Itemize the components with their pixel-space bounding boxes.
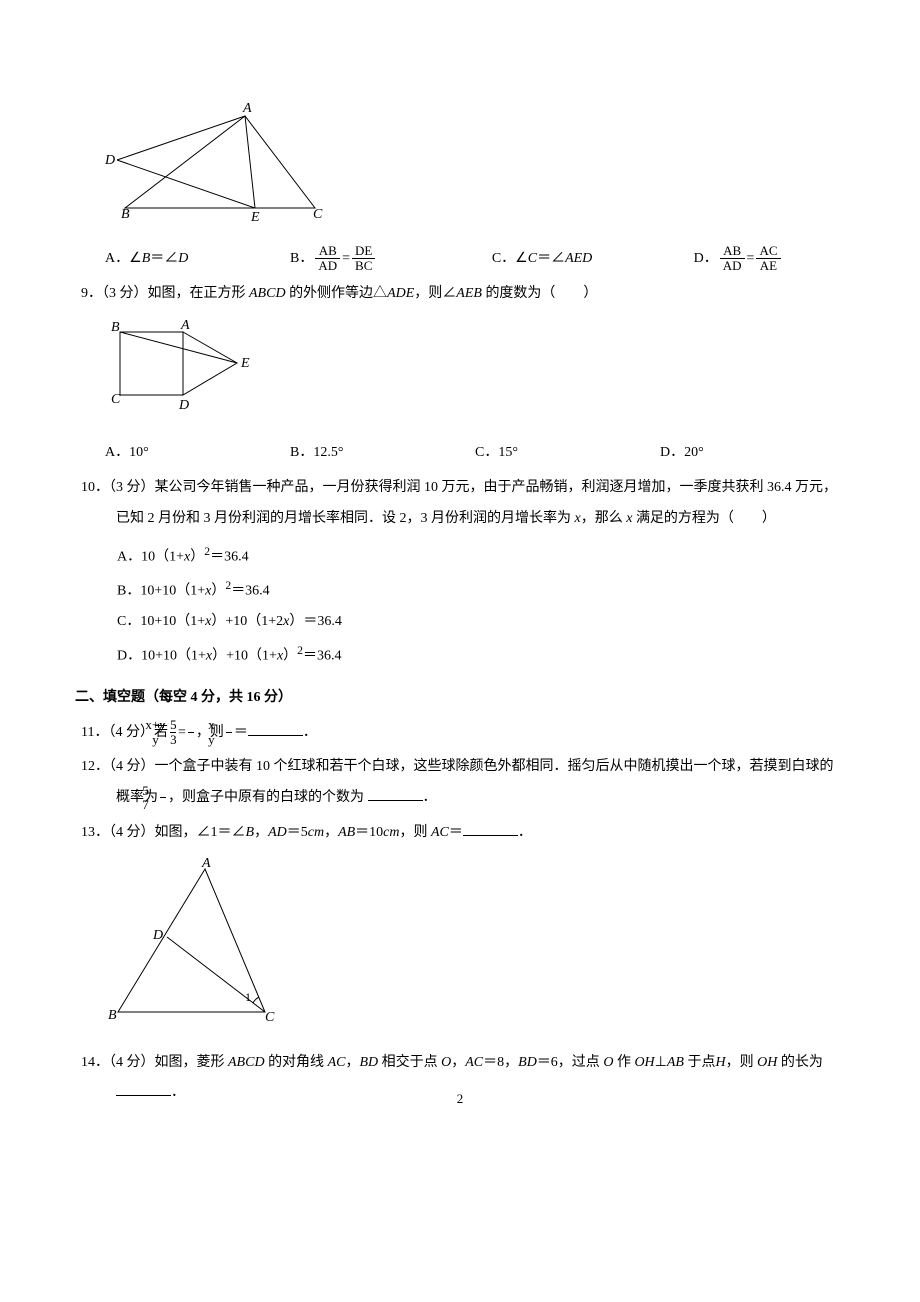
q8-options: A．∠B＝∠D B．ABAD=DEBC C．∠C＝∠AED D．ABAD=ACA… [105, 244, 845, 275]
q9-option-b: B．12.5° [290, 438, 475, 469]
q9-label-c: C [111, 392, 121, 407]
q9-option-c: C．15° [475, 438, 660, 469]
q14-blank [116, 1082, 171, 1096]
q9-label-a: A [180, 318, 190, 333]
q13-label-d: D [152, 928, 163, 943]
q8-figure: A B C D E [105, 98, 845, 236]
q8-label-c: C [313, 207, 323, 222]
q13-angle-1: 1 [245, 990, 251, 1004]
q9-label-b: B [111, 320, 120, 335]
q10-option-b: B．10+10（1+x）2＝36.4 [117, 573, 845, 607]
q8-label-b: B [121, 207, 130, 222]
q13-svg: A B C D 1 [105, 857, 290, 1027]
q8-option-a: A．∠B＝∠D [105, 244, 290, 275]
q9-option-a: A．10° [105, 438, 290, 469]
q8-option-c: C．∠C＝∠AED [492, 244, 694, 275]
q8-svg: A B C D E [105, 98, 335, 223]
section2-title: 二、填空题（每空 4 分，共 16 分） [75, 683, 845, 714]
q10-option-d: D．10+10（1+x）+10（1+x）2＝36.4 [117, 638, 845, 672]
q8-option-d: D．ABAD=ACAE [694, 244, 845, 275]
q13-blank [463, 822, 518, 836]
q13-label-a: A [201, 857, 211, 871]
page-number: 2 [457, 1085, 464, 1114]
q12-blank [368, 787, 423, 801]
q9-label-d: D [178, 398, 189, 413]
q11: 11．（4 分）若x+yy=53，则xy＝． [81, 718, 845, 749]
q8-label-a: A [242, 101, 252, 116]
q9: 9．（3 分）如图，在正方形 ABCD 的外侧作等边△ADE，则∠AEB 的度数… [81, 279, 845, 310]
q8-label-e: E [250, 210, 260, 223]
q9-figure: A B C D E [105, 317, 845, 430]
q13-label-b: B [108, 1008, 117, 1023]
q11-blank [248, 722, 303, 736]
q9-options: A．10° B．12.5° C．15° D．20° [105, 438, 845, 469]
q13: 13．（4 分）如图，∠1＝∠B，AD＝5cm，AB＝10cm，则 AC＝． [81, 818, 845, 849]
q8-option-b: B．ABAD=DEBC [290, 244, 492, 275]
q10: 10．（3 分）某公司今年销售一种产品，一月份获得利润 10 万元，由于产品畅销… [81, 473, 845, 535]
q12: 12．（4 分）一个盒子中装有 10 个红球和若干个白球，这些球除颜色外都相同．… [81, 752, 845, 814]
q9-label-e: E [240, 356, 250, 371]
q9-option-d: D．20° [660, 438, 845, 469]
q8-label-d: D [105, 153, 115, 168]
q10-option-a: A．10（1+x）2＝36.4 [117, 539, 845, 573]
q10-option-c: C．10+10（1+x）+10（1+2x）＝36.4 [117, 607, 845, 638]
q13-label-c: C [265, 1010, 275, 1025]
q9-svg: A B C D E [105, 317, 265, 417]
q13-figure: A B C D 1 [105, 857, 845, 1040]
